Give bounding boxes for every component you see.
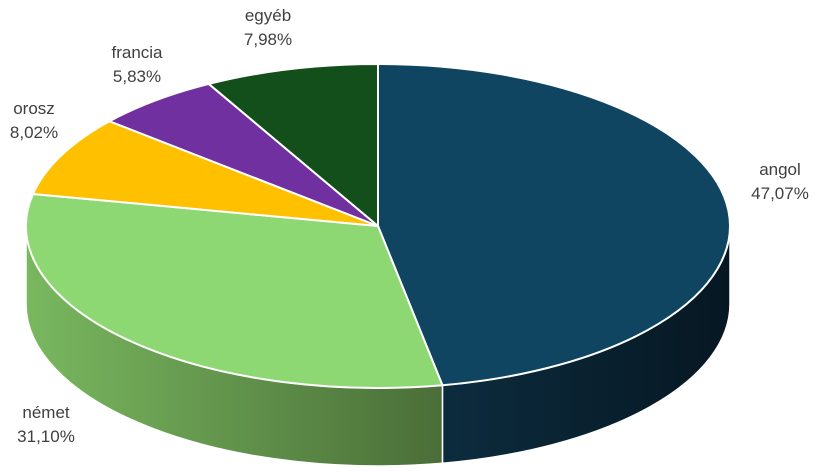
data-label-name: német bbox=[22, 403, 70, 422]
data-label-nemet: német 31,10% bbox=[17, 403, 75, 446]
slice-egyeb bbox=[207, 63, 379, 227]
data-label-value: 31,10% bbox=[17, 427, 75, 446]
data-label-egyeb: egyéb 7,98% bbox=[244, 6, 292, 49]
data-label-francia: francia 5,83% bbox=[111, 43, 163, 86]
data-label-value: 8,02% bbox=[10, 123, 58, 142]
data-label-value: 5,83% bbox=[113, 67, 161, 86]
slice-nemet bbox=[25, 192, 444, 389]
data-label-name: orosz bbox=[13, 99, 55, 118]
slice-orosz bbox=[31, 120, 379, 227]
data-label-orosz: orosz 8,02% bbox=[10, 99, 58, 142]
slice-francia bbox=[108, 82, 379, 227]
data-label-value: 47,07% bbox=[751, 184, 809, 203]
data-label-value: 7,98% bbox=[244, 30, 292, 49]
slice-angol bbox=[377, 63, 731, 387]
data-label-name: egyéb bbox=[245, 6, 291, 25]
pie-tops bbox=[25, 63, 731, 389]
pie-labels: angol 47,07% német 31,10% orosz 8,02% francia 5… bbox=[10, 6, 809, 446]
data-label-angol: angol 47,07% bbox=[751, 160, 809, 203]
data-label-name: francia bbox=[111, 43, 163, 62]
data-label-name: angol bbox=[759, 160, 801, 179]
